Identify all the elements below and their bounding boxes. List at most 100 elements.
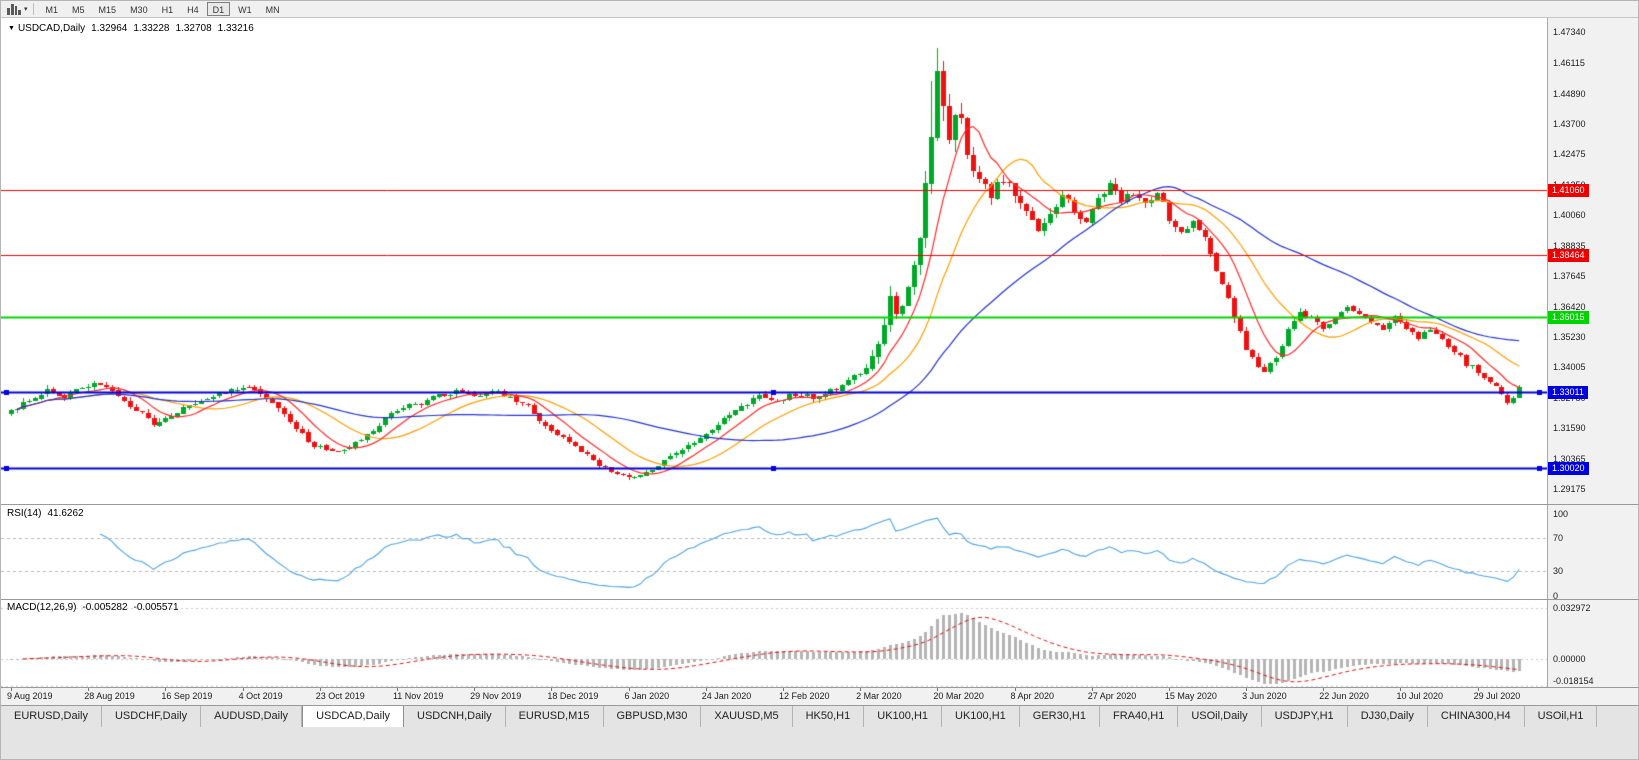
chart-type-dropdown-icon[interactable]: ▾ [24,5,28,13]
date-axis-label: 20 Mar 2020 [933,691,984,701]
date-tick [551,688,553,691]
ohlc-open: 1.32964 [91,23,128,34]
date-tick [165,688,167,691]
price-axis-label: 1.38835 [1553,240,1586,251]
hline-price-tag: 1.33011 [1548,386,1588,400]
period-button-d1[interactable]: D1 [206,2,231,16]
date-axis-label: 15 May 2020 [1164,691,1217,701]
chart-tab-usdcnh-daily[interactable]: USDCNH,Daily [404,706,506,727]
panel-separator-rsi[interactable] [1,504,1638,505]
macd-label: MACD(12,26,9) -0.005282 -0.005571 [7,602,179,613]
chart-tab-uk100-h1[interactable]: UK100,H1 [864,706,943,727]
bottom-filler [1,727,1638,759]
period-button-mn[interactable]: MN [265,5,280,15]
date-tick [11,688,12,691]
date-axis-label: 29 Jul 2020 [1473,691,1521,701]
rsi-label: RSI(14) 41.6262 [7,508,84,519]
chart-tab-dj30-daily[interactable]: DJ30,Daily [1347,706,1428,727]
macd-signal-value: -0.005571 [133,602,179,613]
chart-tab-usoil-h1[interactable]: USOil,H1 [1524,706,1598,727]
date-tick [319,688,321,691]
chart-tab-xauusd-m5[interactable]: XAUUSD,M5 [701,706,793,727]
date-tick [1014,688,1016,691]
date-tick [1477,688,1479,691]
hline-price-tag: 1.36015 [1548,310,1589,324]
date-axis-label: 27 Apr 2020 [1087,691,1137,701]
panel-separator-macd[interactable] [1,599,1638,600]
date-axis-label: 28 Aug 2019 [84,691,135,701]
chart-area: ▼ USDCAD,Daily 1.32964 1.33228 1.32708 1.3321… [1,18,1638,705]
price-chart-canvas[interactable] [1,18,1547,687]
date-tick [1168,688,1170,691]
price-axis-label: 1.35230 [1553,331,1586,342]
chart-tab-hk50-h1[interactable]: HK50,H1 [792,706,865,727]
ohlc-high: 1.33228 [133,23,170,34]
date-tick [782,688,784,691]
date-axis-label: 4 Oct 2019 [238,691,283,701]
chart-tab-usdcad-daily[interactable]: USDCAD,Daily [302,706,405,727]
chart-shift-icon: ▼ [8,25,15,32]
date-axis-label: 18 Dec 2019 [547,691,599,701]
date-tick [396,688,398,691]
date-tick [937,688,939,691]
price-axis-label: 1.37645 [1553,270,1586,281]
hline-price-tag: 1.30020 [1548,461,1589,475]
macd-axis-label: 0.032972 [1553,602,1591,613]
date-tick [88,688,90,691]
date-axis-label: 2 Mar 2020 [856,691,902,701]
chart-title: ▼ USDCAD,Daily 1.32964 1.33228 1.32708 1.3321… [8,23,254,34]
rsi-name: RSI(14) [7,508,42,519]
chart-tab-audusd-daily[interactable]: AUDUSD,Daily [201,706,303,727]
date-tick [705,688,707,691]
chart-tab-ger30-h1[interactable]: GER30,H1 [1019,706,1100,727]
date-tick [628,688,630,691]
price-axis-label: 1.31590 [1553,423,1586,434]
period-button-h1[interactable]: H1 [161,5,174,15]
price-axis-label: 1.43700 [1553,118,1586,129]
chart-tab-china300-h4[interactable]: CHINA300,H4 [1427,706,1525,727]
price-axis-label: 1.44890 [1553,88,1586,99]
macd-value: -0.005282 [82,602,128,613]
date-axis-label: 12 Feb 2020 [778,691,830,701]
hline-price-tag: 1.41060 [1548,183,1589,197]
period-button-m30[interactable]: M30 [130,5,148,15]
price-axis-label: 1.30365 [1553,453,1586,464]
price-axis-label: 1.42475 [1553,149,1586,160]
chart-tab-fra40-h1[interactable]: FRA40,H1 [1099,706,1179,727]
period-button-w1[interactable]: W1 [238,5,252,15]
period-button-m5[interactable]: M5 [72,5,85,15]
period-button-h4[interactable]: H4 [187,5,199,15]
chart-type-icon[interactable] [5,3,23,16]
price-axis-label: 1.34005 [1553,362,1586,373]
price-axis-label: 1.46115 [1553,57,1585,68]
rsi-axis-label: 70 [1553,533,1564,544]
chart-tab-eurusd-daily[interactable]: EURUSD,Daily [1,706,102,727]
chart-tab-eurusd-m15[interactable]: EURUSD,M15 [505,706,604,727]
period-button-m15[interactable]: M15 [98,5,117,15]
price-axis-label: 1.40060 [1553,210,1586,221]
period-button-m1[interactable]: M1 [45,5,59,15]
rsi-axis-label: 0 [1553,590,1559,601]
date-tick [474,688,476,691]
price-scale[interactable] [1547,18,1638,688]
macd-name: MACD(12,26,9) [7,602,77,613]
toolbar-separator [32,3,34,15]
ohlc-low: 1.32708 [175,23,212,34]
chart-tab-uk100-h1[interactable]: UK100,H1 [942,706,1020,727]
price-axis-label: 1.29175 [1553,483,1586,494]
period-buttons: M1 M5 M15 M30 H1 H4 D1 W1 MN [39,2,287,16]
price-axis-label: 1.36420 [1553,301,1586,312]
chart-tab-gbpusd-m30[interactable]: GBPUSD,M30 [603,706,702,727]
date-tick [1400,688,1402,691]
macd-axis-label: 0.00000 [1553,654,1586,664]
date-tick [1091,688,1093,691]
timeframe-toolbar: ▾ M1 M5 M15 M30 H1 H4 D1 W1 MN [1,1,1638,18]
date-tick [860,688,862,691]
chart-tab-usoil-daily[interactable]: USOil,Daily [1178,706,1262,727]
date-axis-label: 8 Apr 2020 [1010,691,1055,701]
chart-tab-usdjpy-h1[interactable]: USDJPY,H1 [1261,706,1348,727]
chart-tab-usdchf-daily[interactable]: USDCHF,Daily [101,706,202,727]
date-tick [1246,688,1248,691]
date-axis[interactable]: 9 Aug 2019 28 Aug 2019 16 Sep 2019 4 Oct 20… [1,688,1638,705]
date-axis-label: 23 Oct 2019 [315,691,365,701]
